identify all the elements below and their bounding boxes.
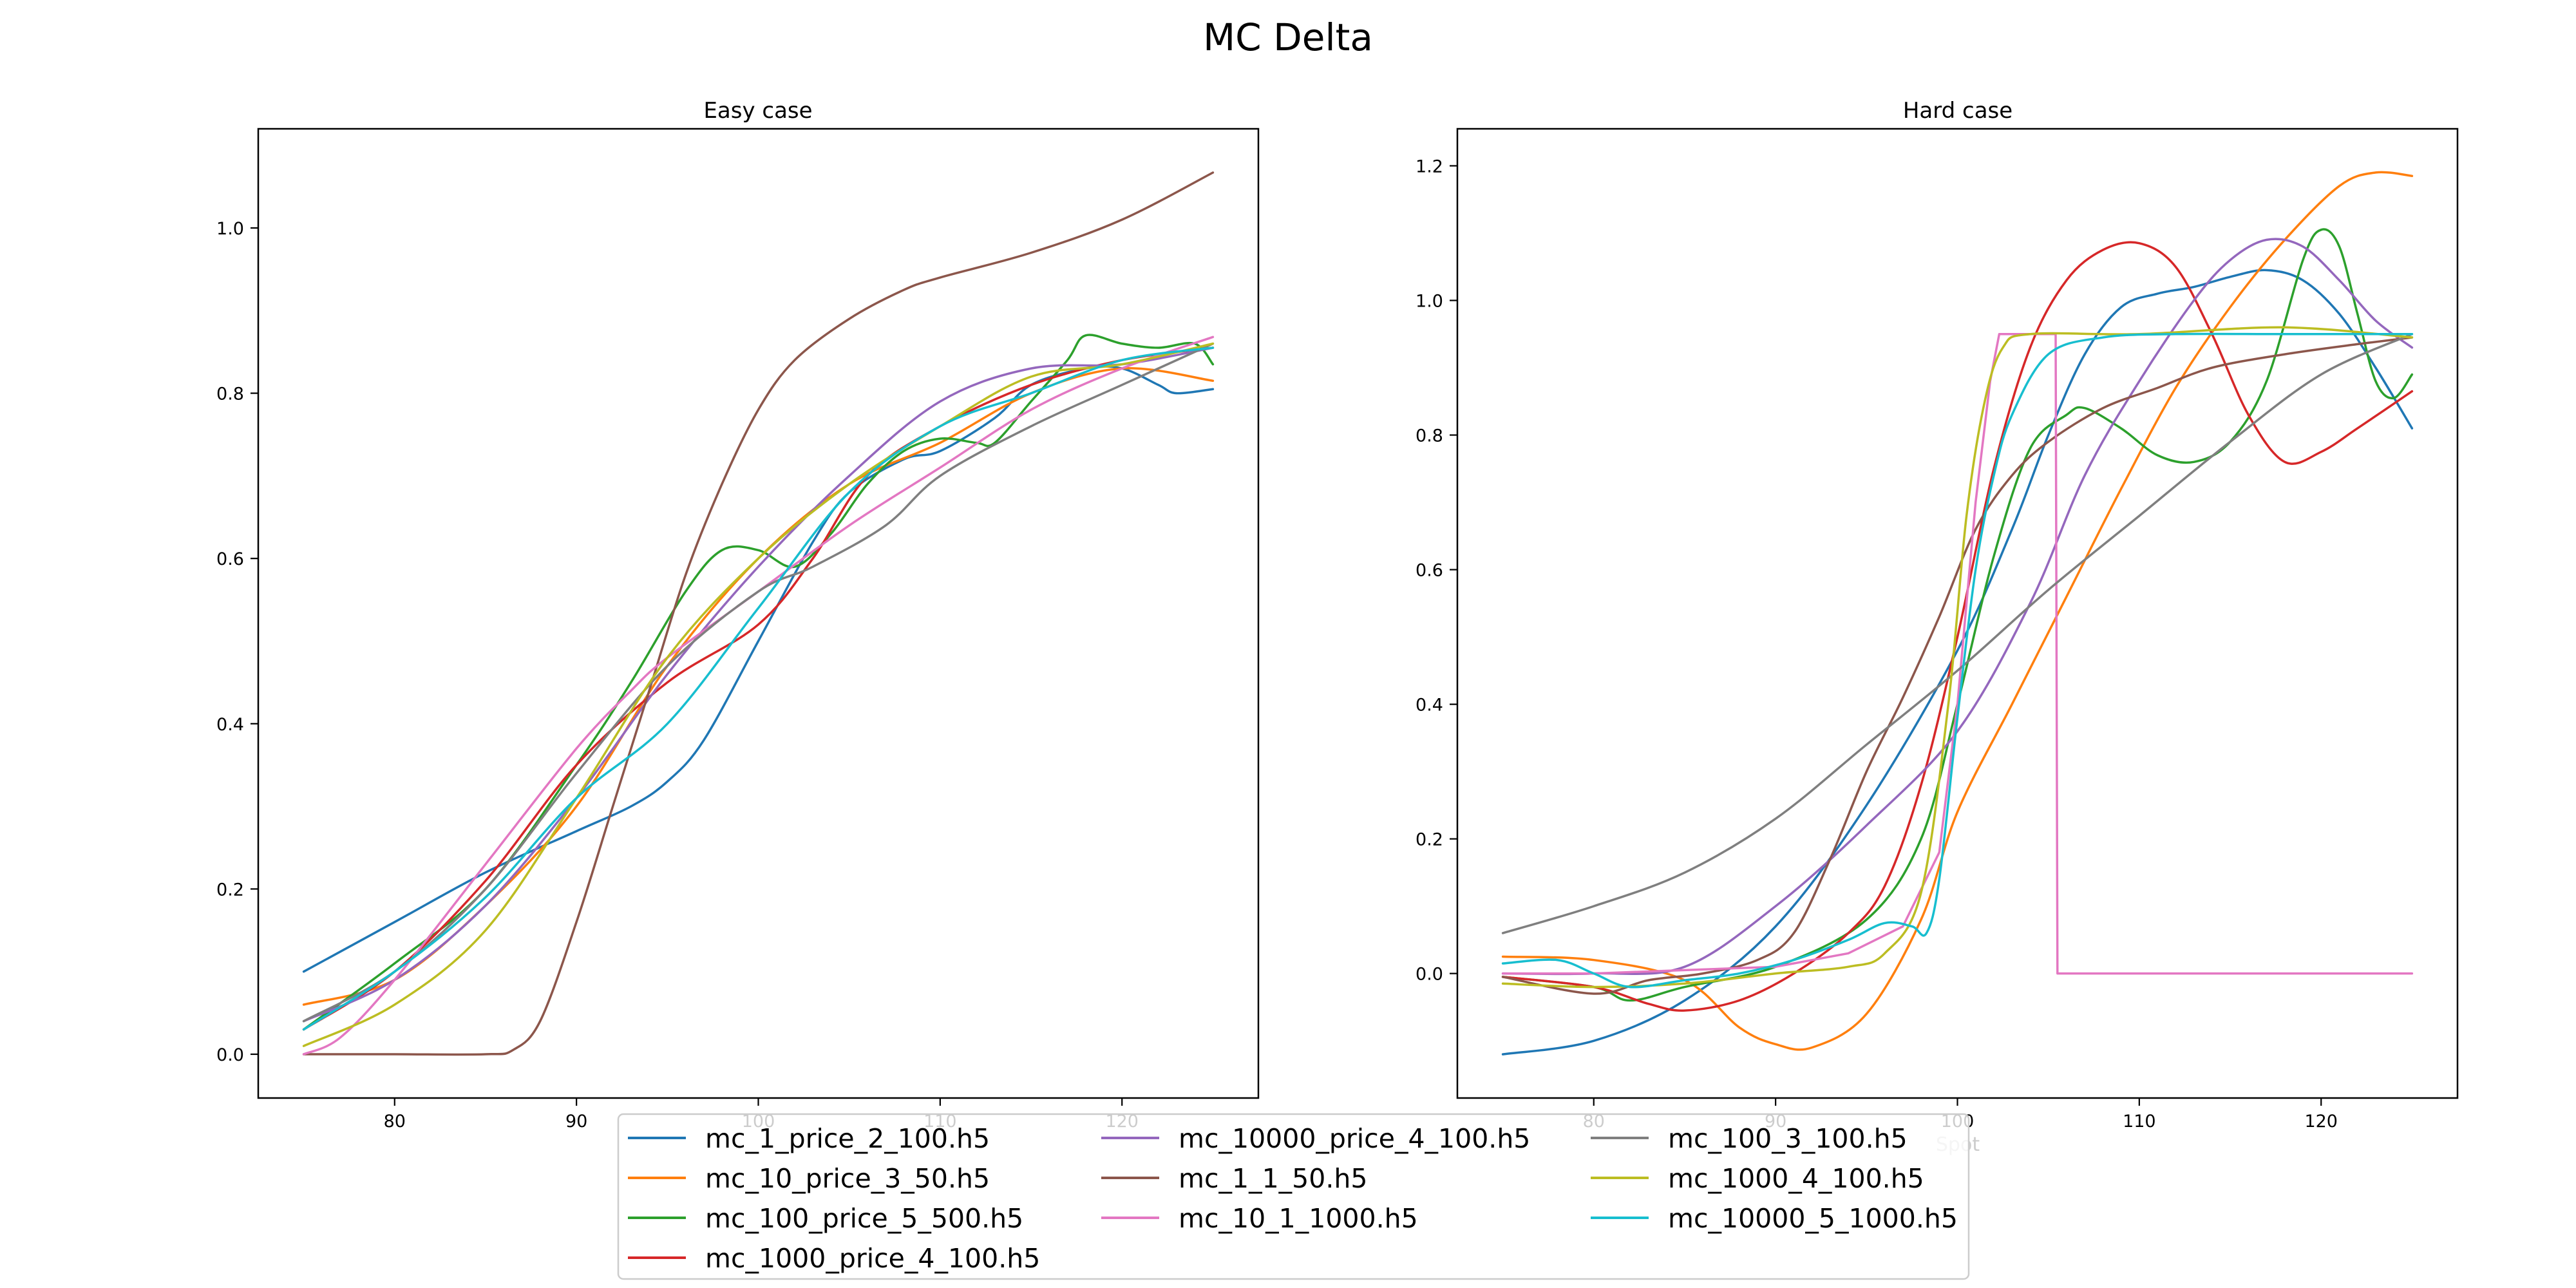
legend-item-mc-100-price-5-500-h5: mc_100_price_5_500.h5 [628, 1203, 1023, 1234]
legend-item-mc-10-price-3-50-h5: mc_10_price_3_50.h5 [628, 1163, 990, 1194]
legend-item-mc-1-price-2-100-h5: mc_1_price_2_100.h5 [628, 1123, 990, 1154]
y-tick-label: 0.8 [1416, 426, 1443, 446]
y-tick-label: 0.2 [216, 880, 244, 900]
series-line-mc-10-price-3-50-h5-easy-case [302, 366, 1215, 1006]
series-line-mc-10-1-1000-h5-hard-case [1501, 333, 2414, 975]
legend-entries: mc_1_price_2_100.h5mc_10_price_3_50.h5mc… [628, 1123, 1958, 1274]
series-line-mc-100-3-100-h5-easy-case [302, 342, 1215, 1023]
lines-easy-case [302, 171, 1215, 1056]
series-line-mc-1-price-2-100-h5-easy-case [302, 365, 1215, 973]
y-tick-label: 0.0 [1416, 965, 1443, 985]
series-line-mc-1000-price-4-100-h5-easy-case [302, 346, 1215, 1031]
series-line-mc-100-3-100-h5-hard-case [1501, 333, 2414, 934]
series-line-mc-10000-5-1000-h5-easy-case [302, 346, 1215, 1031]
legend-label: mc_10_price_3_50.h5 [705, 1163, 990, 1194]
x-tick-label: 120 [2304, 1112, 2338, 1132]
subplot-title-hard-case: Hard case [1903, 98, 2012, 124]
y-tick-label: 1.2 [1416, 156, 1443, 176]
y-tick-label: 0.6 [1416, 561, 1443, 581]
legend-item-mc-10-1-1000-h5: mc_10_1_1000.h5 [1101, 1203, 1418, 1234]
y-tick-label: 0.0 [216, 1045, 244, 1065]
legend-label: mc_1000_4_100.h5 [1668, 1163, 1924, 1194]
lines-hard-case [1501, 171, 2414, 1056]
legend-label: mc_100_3_100.h5 [1668, 1123, 1908, 1154]
y-tick-label: 0.4 [1416, 696, 1443, 715]
legend-label: mc_10_1_1000.h5 [1179, 1203, 1418, 1234]
y-tick-label: 1.0 [216, 219, 244, 239]
figure-title: MC Delta [1203, 15, 1373, 59]
series-line-mc-100-price-5-500-h5-easy-case [302, 334, 1215, 1031]
legend-item-mc-10000-price-4-100-h5: mc_10000_price_4_100.h5 [1101, 1123, 1530, 1154]
legend-item-mc-1000-price-4-100-h5: mc_1000_price_4_100.h5 [628, 1243, 1040, 1274]
legend-label: mc_1_price_2_100.h5 [705, 1123, 990, 1154]
series-line-mc-10-price-3-50-h5-hard-case [1501, 171, 2414, 1051]
series-line-mc-1000-4-100-h5-easy-case [302, 342, 1215, 1047]
y-tick-label: 1.0 [1416, 292, 1443, 312]
y-tick-label: 0.6 [216, 549, 244, 569]
legend-frame [617, 1113, 1970, 1280]
legend-label: mc_10000_price_4_100.h5 [1179, 1123, 1530, 1154]
axes-hard-case: Hard case 80901001101200.00.20.40.60.81.… [1416, 98, 2459, 1156]
series-line-mc-10000-5-1000-h5-hard-case [1501, 332, 2414, 989]
series-line-mc-100-price-5-500-h5-hard-case [1501, 228, 2414, 1002]
legend-item-mc-1000-4-100-h5: mc_1000_4_100.h5 [1591, 1163, 1924, 1194]
legend: mc_1_price_2_100.h5mc_10_price_3_50.h5mc… [617, 1113, 1970, 1280]
legend-label: mc_10000_5_1000.h5 [1668, 1203, 1958, 1234]
legend-item-mc-10000-5-1000-h5: mc_10000_5_1000.h5 [1591, 1203, 1958, 1234]
y-tick-label: 0.4 [216, 715, 244, 735]
series-line-mc-1000-price-4-100-h5-hard-case [1501, 241, 2414, 1012]
subplot-title-easy-case: Easy case [703, 98, 812, 124]
legend-label: mc_100_price_5_500.h5 [705, 1203, 1023, 1234]
legend-item-mc-1-1-50-h5: mc_1_1_50.h5 [1101, 1163, 1367, 1194]
series-line-mc-1-1-50-h5-easy-case [302, 171, 1215, 1056]
series-line-mc-10000-price-4-100-h5-easy-case [302, 346, 1215, 1023]
series-line-mc-10000-price-4-100-h5-hard-case [1501, 238, 2414, 976]
y-tick-label: 0.2 [1416, 830, 1443, 850]
series-line-mc-1000-4-100-h5-hard-case [1501, 326, 2414, 989]
legend-label: mc_1000_price_4_100.h5 [705, 1243, 1040, 1274]
y-tick-label: 0.8 [216, 384, 244, 404]
x-tick-label: 80 [384, 1112, 406, 1132]
series-line-mc-1-1-50-h5-hard-case [1501, 336, 2414, 995]
legend-item-mc-100-3-100-h5: mc_100_3_100.h5 [1591, 1123, 1908, 1154]
axes-easy-case: Easy case 80901001101200.00.20.40.60.81.… [216, 98, 1260, 1132]
x-tick-label: 90 [565, 1112, 587, 1132]
x-tick-label: 110 [2123, 1112, 2156, 1132]
series-line-mc-1-price-2-100-h5-hard-case [1501, 269, 2414, 1056]
legend-label: mc_1_1_50.h5 [1179, 1163, 1367, 1194]
